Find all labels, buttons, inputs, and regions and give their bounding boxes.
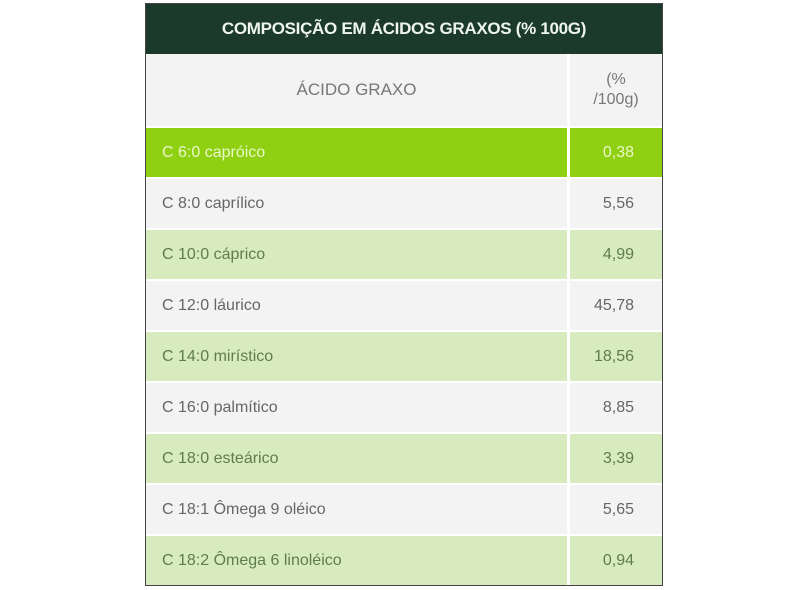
fatty-acid-value: 4,99 xyxy=(602,245,634,263)
fatty-acid-value: 5,56 xyxy=(602,194,634,212)
fatty-acid-name: C 18:1 Ômega 9 oléico xyxy=(146,485,570,534)
fatty-acid-name: C 16:0 palmítico xyxy=(146,383,570,432)
table-row: C 16:0 palmítico 8,85 xyxy=(146,383,662,434)
table-row: C 10:0 cáprico 4,99 xyxy=(146,230,662,281)
table-row: C 8:0 caprílico 5,56 xyxy=(146,179,662,230)
table-row: C 18:2 Ômega 6 linoléico 0,94 xyxy=(146,536,662,585)
table-row: C 18:0 esteárico 3,39 xyxy=(146,434,662,485)
table-title: COMPOSIÇÃO EM ÁCIDOS GRAXOS (% 100G) xyxy=(146,4,662,54)
fatty-acid-value: 0,94 xyxy=(602,551,634,569)
table-row: C 14:0 mirístico 18,56 xyxy=(146,332,662,383)
fatty-acid-value: 8,85 xyxy=(602,398,634,416)
column-header-value-line2: /100g) xyxy=(593,91,639,108)
fatty-acid-name: C 14:0 mirístico xyxy=(146,332,570,381)
fatty-acid-name: C 8:0 caprílico xyxy=(146,179,570,228)
fatty-acid-name: C 18:2 Ômega 6 linoléico xyxy=(146,536,570,585)
fatty-acid-value: 18,56 xyxy=(593,347,634,365)
fatty-acid-value: 0,38 xyxy=(602,143,634,161)
fatty-acid-table: COMPOSIÇÃO EM ÁCIDOS GRAXOS (% 100G) ÁCI… xyxy=(145,3,663,586)
column-header-value-line1: (% xyxy=(606,71,626,88)
column-header-value: (% /100g) xyxy=(570,54,662,126)
fatty-acid-value: 45,78 xyxy=(593,296,634,314)
fatty-acid-name: C 10:0 cáprico xyxy=(146,230,570,279)
fatty-acid-name: C 18:0 esteárico xyxy=(146,434,570,483)
column-header-name: ÁCIDO GRAXO xyxy=(146,54,570,126)
table-row: C 18:1 Ômega 9 oléico 5,65 xyxy=(146,485,662,536)
table-row: C 12:0 láurico 45,78 xyxy=(146,281,662,332)
fatty-acid-name: C 6:0 capróico xyxy=(146,128,570,177)
column-header-row: ÁCIDO GRAXO (% /100g) xyxy=(146,54,662,128)
fatty-acid-name: C 12:0 láurico xyxy=(146,281,570,330)
fatty-acid-value: 3,39 xyxy=(602,449,634,467)
table-row: C 6:0 capróico 0,38 xyxy=(146,128,662,179)
fatty-acid-value: 5,65 xyxy=(602,500,634,518)
